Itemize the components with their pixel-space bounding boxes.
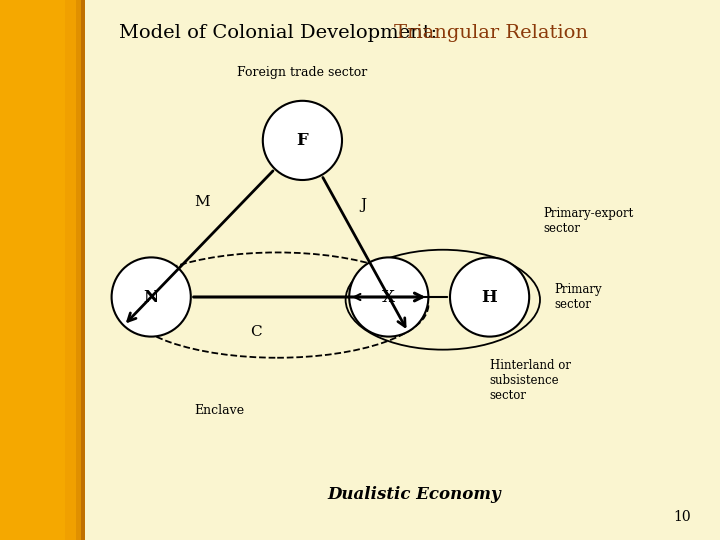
Text: J: J bbox=[361, 198, 366, 212]
FancyArrowPatch shape bbox=[127, 171, 273, 321]
Text: C: C bbox=[250, 325, 261, 339]
Text: Model of Colonial Development:: Model of Colonial Development: bbox=[119, 24, 444, 42]
Bar bbox=[81, 0, 85, 540]
Bar bbox=[76, 0, 81, 540]
FancyArrowPatch shape bbox=[354, 294, 447, 300]
Text: N: N bbox=[143, 288, 159, 306]
Text: F: F bbox=[297, 132, 308, 149]
Text: Primary
sector: Primary sector bbox=[554, 283, 602, 311]
Ellipse shape bbox=[112, 258, 191, 336]
Text: Hinterland or
subsistence
sector: Hinterland or subsistence sector bbox=[490, 359, 571, 402]
Bar bbox=[0, 0, 65, 540]
Text: X: X bbox=[382, 288, 395, 306]
Text: Triangular Relation: Triangular Relation bbox=[394, 24, 588, 42]
Text: M: M bbox=[194, 195, 210, 210]
Ellipse shape bbox=[349, 258, 428, 336]
FancyArrowPatch shape bbox=[323, 178, 405, 327]
FancyArrowPatch shape bbox=[194, 293, 422, 301]
Text: Enclave: Enclave bbox=[194, 404, 245, 417]
Text: Dualistic Economy: Dualistic Economy bbox=[327, 485, 501, 503]
Text: Foreign trade sector: Foreign trade sector bbox=[238, 66, 367, 79]
Ellipse shape bbox=[263, 101, 342, 180]
Text: Primary-export
sector: Primary-export sector bbox=[544, 207, 634, 235]
Ellipse shape bbox=[450, 258, 529, 336]
Bar bbox=[65, 0, 76, 540]
Text: H: H bbox=[482, 288, 498, 306]
Text: 10: 10 bbox=[674, 510, 691, 524]
